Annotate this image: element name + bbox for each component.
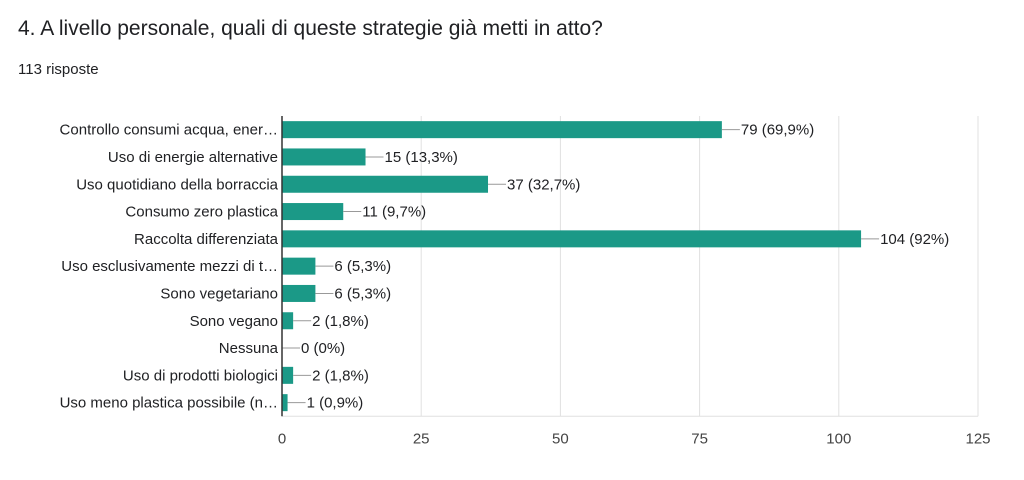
- category-label: Uso di energie alternative: [108, 149, 278, 166]
- x-tick-label: 25: [413, 430, 430, 447]
- bar: [282, 366, 294, 384]
- bar: [282, 230, 862, 248]
- data-label: 2 (1,8%): [312, 313, 369, 330]
- category-label: Sono vegano: [190, 313, 278, 330]
- category-label: Sono vegetariano: [160, 285, 278, 302]
- bar: [282, 175, 489, 193]
- bar: [282, 148, 366, 166]
- data-label: 79 (69,9%): [741, 122, 814, 139]
- category-label: Uso esclusivamente mezzi di t…: [61, 258, 278, 275]
- category-label: Nessuna: [219, 340, 279, 357]
- x-tick-label: 0: [278, 430, 286, 447]
- bar: [282, 203, 344, 221]
- x-tick-label: 75: [691, 430, 708, 447]
- data-label: 6 (5,3%): [334, 285, 391, 302]
- data-label: 37 (32,7%): [507, 176, 580, 193]
- category-label: Controllo consumi acqua, ener…: [60, 122, 278, 139]
- data-label: 15 (13,3%): [385, 149, 458, 166]
- category-label: Uso quotidiano della borraccia: [76, 176, 278, 193]
- category-label: Raccolta differenziata: [134, 231, 279, 248]
- data-label: 11 (9,7%): [362, 204, 426, 221]
- data-label: 6 (5,3%): [334, 258, 391, 275]
- data-label: 1 (0,9%): [307, 395, 364, 412]
- bar: [282, 312, 294, 330]
- x-tick-label: 50: [552, 430, 569, 447]
- category-label: Consumo zero plastica: [125, 204, 278, 221]
- question-title: 4. A livello personale, quali di queste …: [18, 17, 603, 40]
- response-count: 113 risposte: [18, 61, 99, 78]
- category-label: Uso meno plastica possibile (n…: [60, 395, 278, 412]
- bar: [282, 121, 722, 139]
- grid-layer: [282, 116, 979, 417]
- x-tick-label: 125: [965, 430, 990, 447]
- labels-layer: Controllo consumi acqua, ener… 79 (69,9%)…: [60, 122, 950, 412]
- bar: [282, 257, 316, 275]
- data-label: 2 (1,8%): [312, 367, 369, 384]
- bar: [282, 394, 288, 412]
- data-label: 104 (92%): [880, 231, 949, 248]
- data-label: 0 (0%): [301, 340, 345, 357]
- bars-layer: [282, 121, 862, 412]
- x-tick-label: 100: [826, 430, 851, 447]
- axis-layer: 0 25 50 75 100 125: [278, 116, 991, 447]
- bar: [282, 284, 316, 302]
- category-label: Uso di prodotti biologici: [123, 367, 278, 384]
